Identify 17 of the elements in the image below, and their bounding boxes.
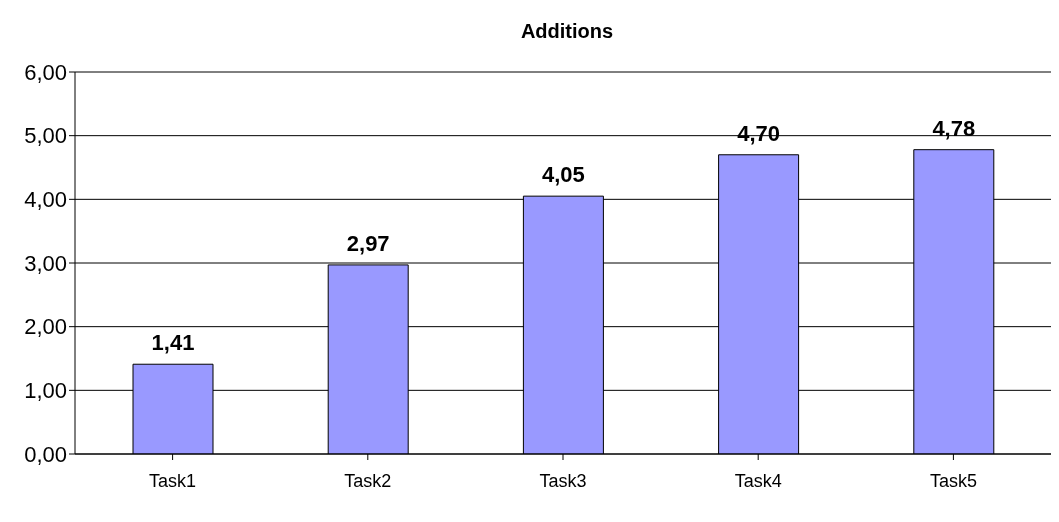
data-label: 2,97	[346, 230, 390, 256]
x-tick-label: Task3	[539, 470, 587, 491]
data-label: 1,41	[151, 330, 195, 356]
y-tick-label: 1,00	[24, 378, 67, 404]
x-tick-label: Task1	[149, 470, 197, 491]
y-tick-label: 3,00	[24, 250, 67, 276]
x-tick-label: Task5	[929, 470, 977, 491]
x-tick-label: Task4	[734, 470, 782, 491]
y-tick-label: 0,00	[24, 441, 67, 467]
y-tick-label: 6,00	[24, 59, 67, 85]
y-tick-label: 2,00	[24, 314, 67, 340]
chart-title: Additions	[519, 20, 615, 43]
y-tick-label: 4,00	[24, 187, 67, 213]
x-tick-label: Task2	[344, 470, 392, 491]
data-label: 4,78	[932, 115, 976, 141]
y-tick-label: 5,00	[24, 123, 67, 149]
data-label: 4,05	[541, 162, 585, 188]
